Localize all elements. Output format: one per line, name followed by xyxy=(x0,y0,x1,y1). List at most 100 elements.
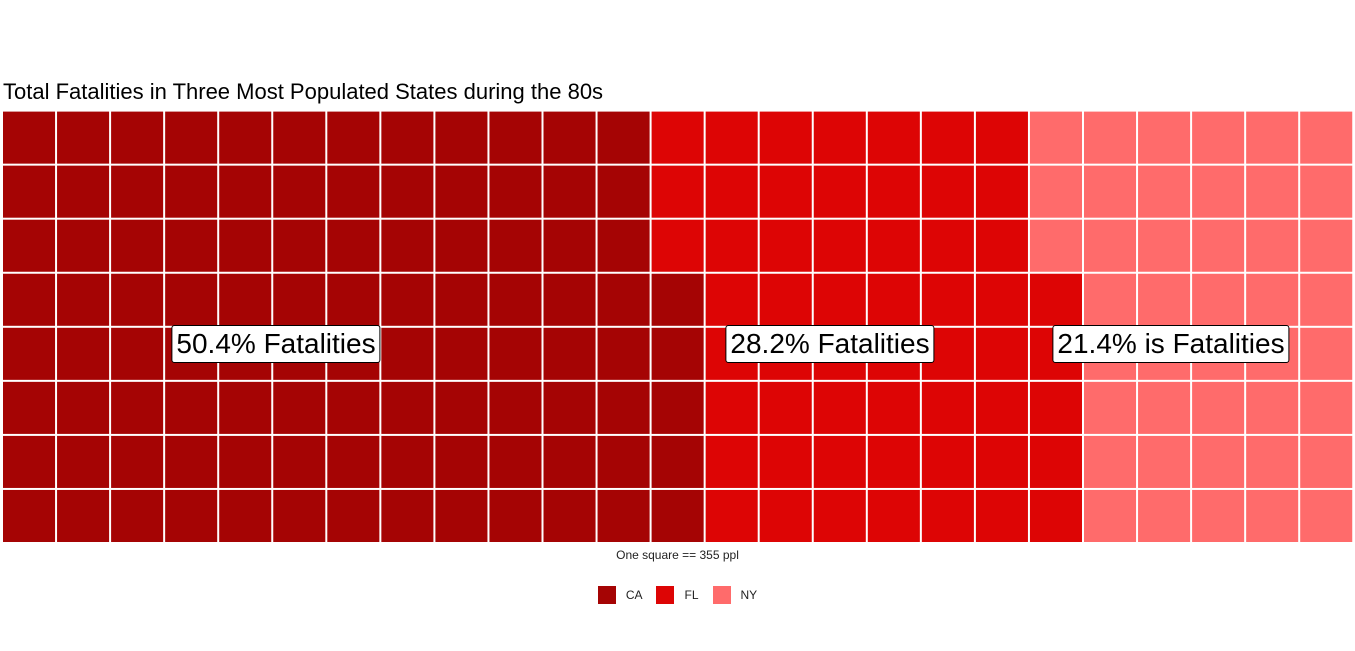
waffle-square-ny xyxy=(1084,381,1137,434)
waffle-square-ca xyxy=(219,489,272,542)
waffle-square-fl xyxy=(975,273,1028,326)
waffle-square-ny xyxy=(1246,489,1299,542)
waffle-square-ny xyxy=(1300,435,1353,488)
waffle-square-ny xyxy=(1084,435,1137,488)
waffle-square-ca xyxy=(219,435,272,488)
waffle-square-ca xyxy=(489,435,542,488)
waffle-square-ca xyxy=(435,327,488,380)
waffle-square-ca xyxy=(3,273,56,326)
waffle-square-fl xyxy=(867,435,920,488)
waffle-square-fl xyxy=(1029,489,1082,542)
waffle-square-fl xyxy=(813,111,866,164)
waffle-square-ca xyxy=(543,435,596,488)
waffle-square-fl xyxy=(759,435,812,488)
waffle-square-ca xyxy=(435,273,488,326)
waffle-square-ny xyxy=(1029,111,1082,164)
waffle-square-fl xyxy=(813,273,866,326)
waffle-square-fl xyxy=(1029,435,1082,488)
waffle-square-fl xyxy=(867,381,920,434)
waffle-square-ca xyxy=(597,219,650,272)
waffle-square-ny xyxy=(1246,435,1299,488)
waffle-square-ny xyxy=(1138,435,1191,488)
legend-label-ca: CA xyxy=(625,588,643,602)
waffle-square-fl xyxy=(867,489,920,542)
waffle-square-ca xyxy=(111,327,164,380)
chart-caption: One square == 355 ppl xyxy=(616,548,739,562)
waffle-square-ca xyxy=(165,273,218,326)
waffle-square-ca xyxy=(165,111,218,164)
waffle-square-ca xyxy=(327,489,380,542)
waffle-square-fl xyxy=(651,111,704,164)
waffle-square-ca xyxy=(3,327,56,380)
waffle-square-ca xyxy=(165,381,218,434)
waffle-square-fl xyxy=(921,273,974,326)
waffle-square-fl xyxy=(975,165,1028,218)
legend-item-ny: NY xyxy=(712,586,758,604)
waffle-square-fl xyxy=(921,219,974,272)
chart-title: Total Fatalities in Three Most Populated… xyxy=(3,79,604,104)
waffle-square-ny xyxy=(1084,219,1137,272)
waffle-square-fl xyxy=(759,219,812,272)
waffle-square-ca xyxy=(57,165,110,218)
waffle-square-ny xyxy=(1138,165,1191,218)
waffle-square-ca xyxy=(597,381,650,434)
waffle-square-ny xyxy=(1084,489,1137,542)
waffle-square-fl xyxy=(813,381,866,434)
waffle-square-ca xyxy=(327,111,380,164)
waffle-square-ny xyxy=(1192,435,1245,488)
annotation-fl: 28.2% Fatalities xyxy=(725,325,935,363)
waffle-square-ca xyxy=(543,327,596,380)
waffle-square-ny xyxy=(1300,381,1353,434)
waffle-square-ca xyxy=(165,219,218,272)
waffle-square-ca xyxy=(435,165,488,218)
waffle-square-ca xyxy=(219,381,272,434)
waffle-square-ca xyxy=(111,111,164,164)
waffle-square-fl xyxy=(975,435,1028,488)
waffle-square-ca xyxy=(111,435,164,488)
legend: CA FL NY xyxy=(0,586,1355,604)
waffle-square-ca xyxy=(3,219,56,272)
waffle-square-ca xyxy=(273,381,326,434)
waffle-square-ca xyxy=(273,165,326,218)
waffle-square-ca xyxy=(165,165,218,218)
waffle-square-ny xyxy=(1192,111,1245,164)
waffle-square-ny xyxy=(1300,165,1353,218)
waffle-square-fl xyxy=(705,273,758,326)
waffle-square-ca xyxy=(327,435,380,488)
waffle-square-ca xyxy=(219,219,272,272)
waffle-square-ny xyxy=(1300,327,1353,380)
legend-label-fl: FL xyxy=(684,588,699,602)
waffle-square-fl xyxy=(705,219,758,272)
waffle-square-fl xyxy=(975,381,1028,434)
legend-key-fl xyxy=(656,586,675,604)
waffle-square-fl xyxy=(759,111,812,164)
waffle-square-ny xyxy=(1192,489,1245,542)
waffle-square-fl xyxy=(705,111,758,164)
waffle-square-ca xyxy=(111,165,164,218)
waffle-square-ca xyxy=(435,381,488,434)
legend-item-fl: FL xyxy=(656,586,699,604)
waffle-square-ca xyxy=(597,273,650,326)
waffle-square-ny xyxy=(1029,219,1082,272)
waffle-square-ny xyxy=(1246,273,1299,326)
waffle-square-fl xyxy=(705,381,758,434)
waffle-square-ca xyxy=(57,273,110,326)
legend-label-ny: NY xyxy=(740,588,758,602)
waffle-square-ca xyxy=(273,489,326,542)
waffle-square-fl xyxy=(705,435,758,488)
waffle-square-ca xyxy=(651,381,704,434)
waffle-square-ca xyxy=(381,381,434,434)
waffle-square-fl xyxy=(651,165,704,218)
waffle-square-fl xyxy=(975,489,1028,542)
waffle-square-fl xyxy=(921,381,974,434)
waffle-square-ca xyxy=(57,381,110,434)
waffle-square-ny xyxy=(1246,381,1299,434)
waffle-square-ny xyxy=(1138,219,1191,272)
waffle-square-ca xyxy=(381,273,434,326)
legend-key-ca xyxy=(597,586,616,604)
waffle-square-fl xyxy=(705,165,758,218)
waffle-square-ca xyxy=(57,219,110,272)
waffle-square-fl xyxy=(921,489,974,542)
waffle-square-ca xyxy=(651,327,704,380)
annotation-ny: 21.4% is Fatalities xyxy=(1052,325,1290,363)
